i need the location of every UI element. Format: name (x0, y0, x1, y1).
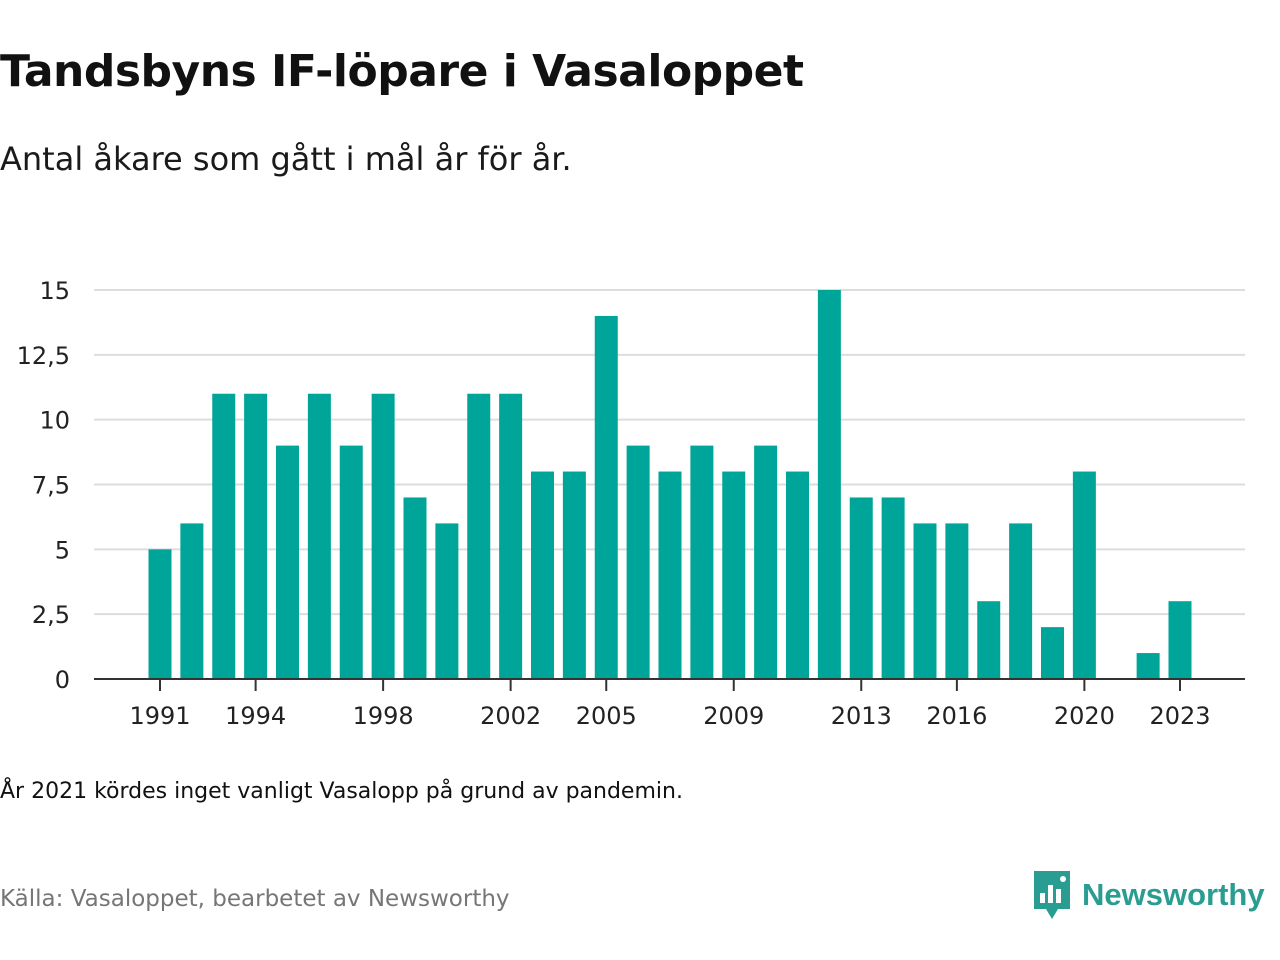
newsworthy-logo[interactable]: Newsworthy (1032, 868, 1265, 922)
bar-1991 (148, 549, 172, 679)
bar-2015 (913, 523, 937, 679)
bar-2004 (562, 471, 586, 679)
bar-chart: 0 2,5 5 7,5 10 12,5 15 1991 1994 1998 2002 2005 200… (17, 277, 1245, 730)
footnote: År 2021 kördes inget vanligt Vasalopp på… (0, 779, 683, 804)
bar-2006 (626, 445, 650, 679)
bar-2012 (817, 290, 841, 679)
y-axis-labels: 0 2,5 5 7,5 10 12,5 15 (17, 277, 70, 694)
x-tick-label: 2009 (703, 702, 764, 730)
bar-2009 (722, 471, 746, 679)
y-tick-label: 15 (39, 277, 70, 305)
x-tick-label: 2020 (1054, 702, 1115, 730)
y-tick-label: 0 (55, 666, 70, 694)
y-tick-label: 7,5 (32, 472, 70, 500)
y-tick-label: 10 (39, 407, 70, 435)
bar-1994 (244, 393, 268, 679)
bar-1993 (212, 393, 236, 679)
x-tick-label: 1998 (353, 702, 414, 730)
bars (148, 290, 1192, 679)
bar-2001 (467, 393, 491, 679)
bar-2011 (786, 471, 809, 679)
bar-2000 (435, 523, 459, 679)
chart-subtitle: Antal åkare som gått i mål år för år. (0, 140, 572, 178)
x-tick-label: 1994 (225, 702, 286, 730)
bar-2013 (849, 497, 873, 679)
x-tick-label: 2005 (576, 702, 637, 730)
x-tick-label: 2013 (831, 702, 892, 730)
newsworthy-logo-icon (1034, 871, 1070, 919)
x-tick-label: 1991 (129, 702, 190, 730)
bar-2016 (945, 523, 969, 679)
bar-1995 (276, 445, 299, 679)
bar-2023 (1168, 601, 1192, 679)
bar-2007 (658, 471, 682, 679)
x-tick-label: 2023 (1149, 702, 1210, 730)
bar-2003 (531, 471, 554, 679)
y-tick-label: 5 (55, 536, 70, 564)
bar-1997 (339, 445, 363, 679)
chart-title: Tandsbyns IF-löpare i Vasaloppet (0, 46, 804, 97)
bar-2002 (499, 393, 523, 679)
bar-1998 (371, 393, 395, 679)
bar-2017 (977, 601, 1001, 679)
x-axis: 1991 1994 1998 2002 2005 2009 2013 2016 2020 2023 (94, 678, 1245, 730)
bar-2018 (1009, 523, 1033, 679)
bar-2020 (1072, 471, 1096, 679)
bar-2022 (1136, 653, 1160, 679)
bar-2008 (690, 445, 714, 679)
x-tick-label: 2016 (926, 702, 987, 730)
bar-2010 (754, 445, 778, 679)
bar-2005 (594, 315, 618, 679)
bar-2014 (881, 497, 905, 679)
source-text: Källa: Vasaloppet, bearbetet av Newswort… (0, 886, 510, 912)
bar-1999 (403, 497, 427, 679)
newsworthy-logo-text: Newsworthy (1082, 877, 1265, 912)
x-tick-label: 2002 (480, 702, 541, 730)
y-tick-label: 12,5 (17, 342, 70, 370)
bar-1992 (180, 523, 204, 679)
y-tick-label: 2,5 (32, 601, 70, 629)
bar-2019 (1041, 627, 1064, 679)
bar-1996 (307, 393, 331, 679)
